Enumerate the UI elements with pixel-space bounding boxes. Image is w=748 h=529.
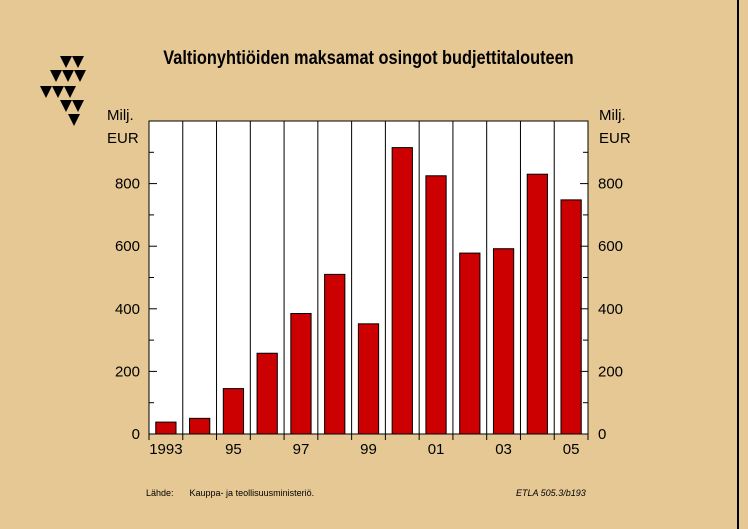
right-axis-unit: Milj. EUR xyxy=(599,104,631,150)
source-text: Kauppa- ja teollisuusministeriö. xyxy=(189,488,315,498)
left-unit-line1: Milj. xyxy=(107,107,134,124)
left-axis-unit: Milj. EUR xyxy=(107,104,139,150)
logo-triangle-1 xyxy=(60,56,72,68)
right-unit-line1: Milj. xyxy=(599,107,626,124)
logo-triangle-6 xyxy=(40,86,52,98)
logo-triangle-2 xyxy=(72,56,84,68)
chart-code: ETLA 505.3/b193 xyxy=(516,488,586,498)
logo-triangle-7 xyxy=(52,86,64,98)
logo-triangle-5 xyxy=(74,70,86,82)
source-note: Lähde: Kauppa- ja teollisuusministeriö. xyxy=(146,488,330,498)
logo-triangle-9 xyxy=(60,100,72,112)
chart-title: Valtionyhtiöiden maksamat osingot budjet… xyxy=(163,48,574,69)
etla-triangles-logo xyxy=(40,56,86,126)
logo-triangle-3 xyxy=(50,70,62,82)
logo-triangle-10 xyxy=(72,100,84,112)
logo-triangle-8 xyxy=(64,86,76,98)
logo-triangle-4 xyxy=(62,70,74,82)
logo-triangle-11 xyxy=(68,114,80,126)
left-unit-line2: EUR xyxy=(107,130,139,147)
source-label: Lähde: xyxy=(146,488,174,498)
right-unit-line2: EUR xyxy=(599,130,631,147)
